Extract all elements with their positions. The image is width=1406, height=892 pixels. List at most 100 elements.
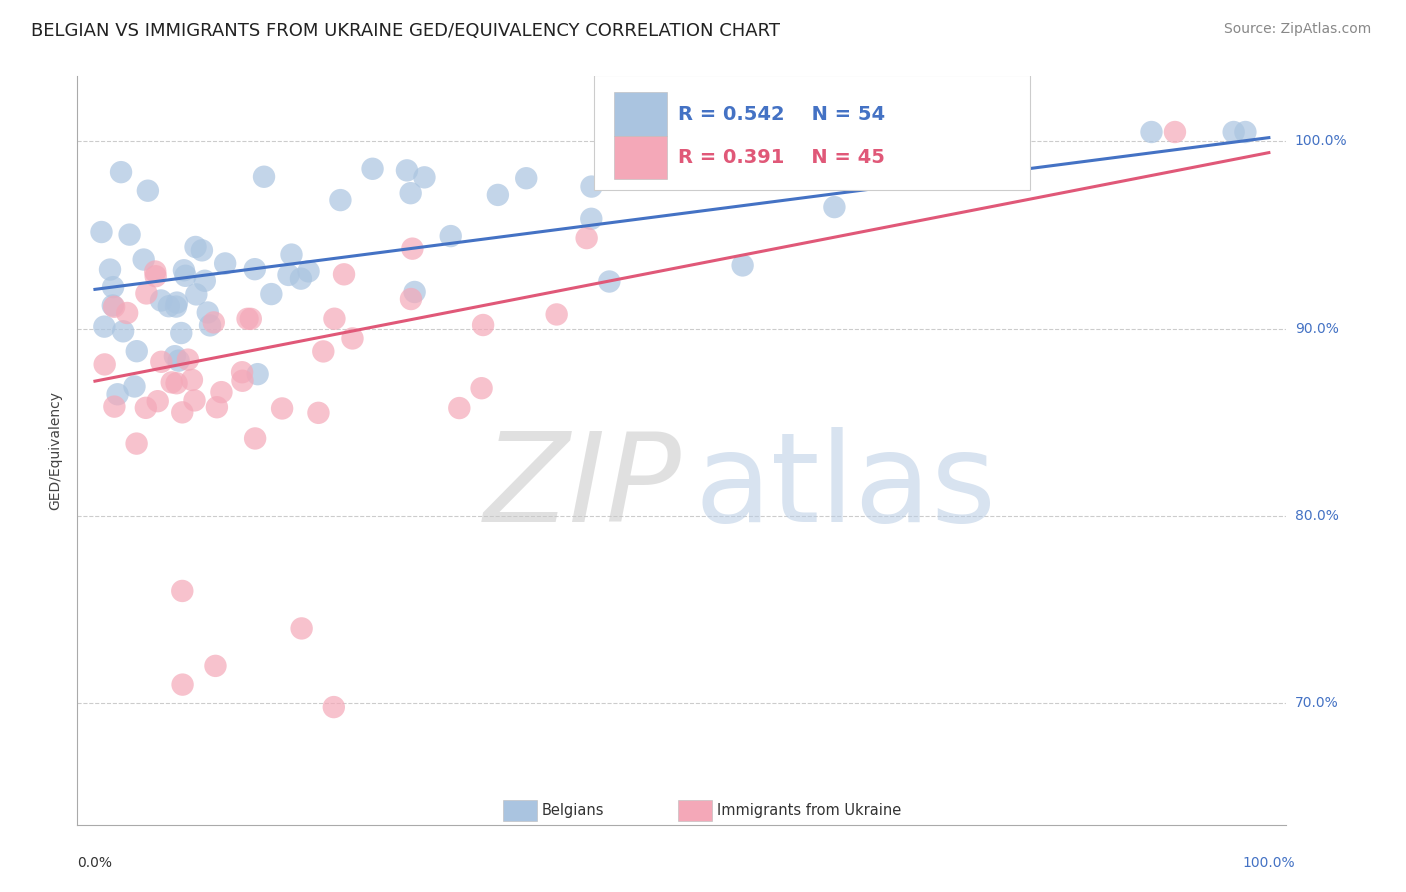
Point: [115, 306, 138, 320]
Text: 0.0%: 0.0%: [77, 855, 112, 870]
Point: [401, 242, 423, 256]
FancyBboxPatch shape: [678, 800, 713, 822]
Point: [124, 379, 146, 393]
Point: [1222, 125, 1244, 139]
Text: atlas: atlas: [695, 427, 995, 549]
FancyBboxPatch shape: [593, 75, 1031, 191]
Point: [239, 311, 262, 326]
Point: [146, 394, 169, 409]
Point: [1234, 125, 1257, 139]
Point: [253, 169, 276, 184]
Point: [205, 401, 228, 415]
Text: 100.0%: 100.0%: [1243, 855, 1295, 870]
Point: [323, 311, 346, 326]
Point: [546, 308, 568, 322]
Point: [297, 264, 319, 278]
Point: [575, 231, 598, 245]
FancyBboxPatch shape: [614, 136, 668, 179]
Point: [118, 227, 141, 242]
Point: [290, 271, 312, 285]
Point: [246, 367, 269, 381]
FancyBboxPatch shape: [614, 92, 668, 136]
Point: [145, 269, 167, 284]
Point: [243, 262, 266, 277]
Text: R = 0.391    N = 45: R = 0.391 N = 45: [678, 148, 886, 167]
Point: [243, 432, 266, 446]
Point: [731, 259, 754, 273]
Point: [157, 299, 180, 313]
Point: [361, 161, 384, 176]
Point: [90, 225, 112, 239]
Point: [333, 268, 356, 282]
Point: [194, 274, 217, 288]
Point: [277, 268, 299, 282]
Text: Source: ZipAtlas.com: Source: ZipAtlas.com: [1223, 22, 1371, 37]
Y-axis label: GED/Equivalency: GED/Equivalency: [48, 391, 62, 510]
Text: 70.0%: 70.0%: [1295, 697, 1339, 710]
Point: [202, 315, 225, 329]
Point: [166, 295, 188, 310]
Point: [312, 344, 335, 359]
Text: 100.0%: 100.0%: [1295, 135, 1347, 148]
Point: [342, 331, 364, 345]
Point: [449, 401, 471, 415]
Point: [110, 165, 132, 179]
Point: [167, 353, 190, 368]
Point: [440, 229, 463, 244]
Point: [103, 400, 125, 414]
Point: [471, 381, 494, 395]
Point: [307, 406, 329, 420]
Point: [177, 352, 200, 367]
Point: [1140, 125, 1163, 139]
Point: [198, 318, 221, 333]
Point: [172, 405, 194, 419]
Point: [135, 286, 157, 301]
Point: [413, 170, 436, 185]
Point: [184, 240, 207, 254]
Point: [173, 263, 195, 277]
Point: [329, 193, 352, 207]
Point: [191, 244, 214, 258]
Point: [136, 184, 159, 198]
Text: Belgians: Belgians: [541, 804, 605, 818]
Point: [150, 293, 173, 308]
Point: [204, 659, 226, 673]
Point: [271, 401, 294, 416]
Point: [515, 171, 537, 186]
Point: [101, 298, 124, 312]
Point: [236, 311, 259, 326]
Point: [280, 247, 302, 261]
Point: [291, 622, 314, 636]
Point: [679, 154, 702, 169]
Point: [472, 318, 495, 332]
Point: [93, 358, 115, 372]
Point: [166, 376, 188, 391]
Point: [1164, 125, 1187, 139]
Text: R = 0.542    N = 54: R = 0.542 N = 54: [678, 104, 886, 123]
Point: [125, 436, 148, 450]
Point: [135, 401, 157, 415]
Text: 80.0%: 80.0%: [1295, 509, 1339, 523]
Point: [125, 344, 148, 359]
Point: [103, 300, 125, 314]
Point: [404, 285, 426, 299]
Point: [581, 179, 603, 194]
Point: [163, 349, 186, 363]
Point: [399, 292, 422, 306]
Point: [170, 326, 193, 340]
Point: [150, 355, 173, 369]
Text: ZIP: ZIP: [484, 427, 682, 549]
Point: [165, 300, 187, 314]
Text: Immigrants from Ukraine: Immigrants from Ukraine: [717, 804, 901, 818]
Point: [399, 186, 422, 201]
Point: [132, 252, 155, 267]
Text: 90.0%: 90.0%: [1295, 322, 1339, 335]
Point: [174, 268, 197, 283]
Point: [211, 385, 233, 400]
Point: [183, 393, 205, 408]
Point: [93, 319, 115, 334]
Point: [197, 305, 219, 319]
Point: [186, 287, 208, 301]
Point: [395, 163, 418, 178]
Point: [322, 700, 344, 714]
